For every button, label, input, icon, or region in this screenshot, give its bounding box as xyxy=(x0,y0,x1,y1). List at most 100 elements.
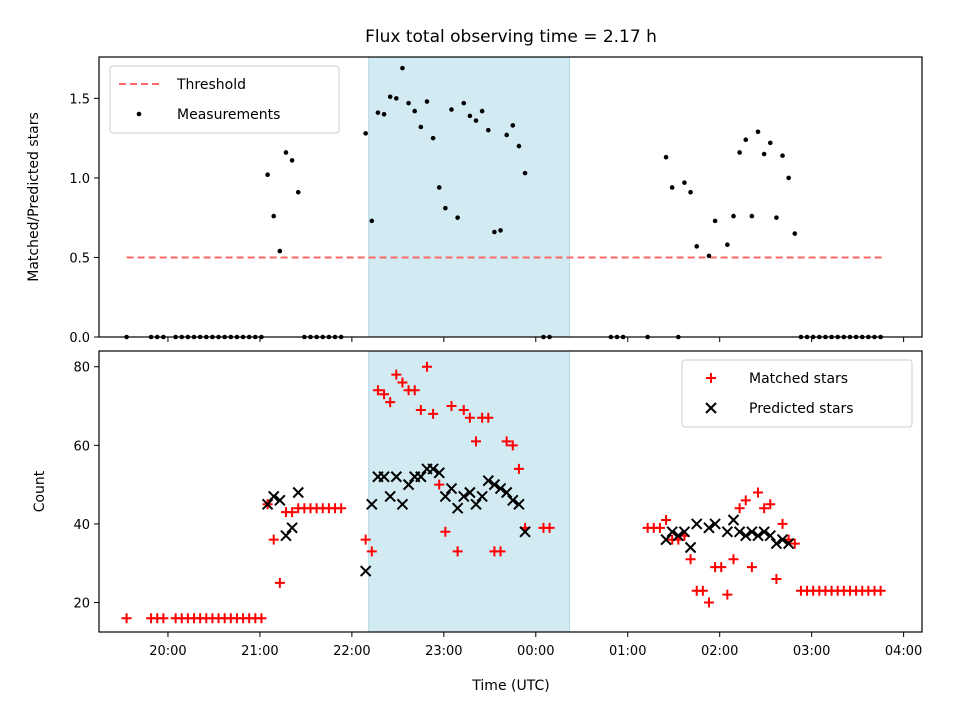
predicted-star-point xyxy=(770,537,783,550)
measurement-point xyxy=(682,180,687,185)
matched-star-point xyxy=(501,436,512,447)
predicted-star-point xyxy=(764,530,776,542)
matched-star-point xyxy=(875,585,886,596)
measurement-point xyxy=(712,218,718,224)
matched-star-point xyxy=(458,404,469,415)
predicted-star-point xyxy=(470,498,482,510)
matched-star-point xyxy=(452,546,463,557)
measurement-point xyxy=(369,218,375,224)
measurement-point xyxy=(455,215,460,220)
matched-star-point xyxy=(372,385,383,396)
measurement-point xyxy=(394,96,399,101)
predicted-star-point xyxy=(660,533,672,546)
measurement-point xyxy=(755,129,761,135)
matched-star-point xyxy=(287,507,298,518)
matched-star-point xyxy=(397,377,408,388)
measurement-point xyxy=(767,140,773,146)
measurement-point xyxy=(265,172,270,178)
matched-star-point xyxy=(716,562,727,573)
observing-window-span xyxy=(368,56,571,338)
measurement-point xyxy=(443,205,448,211)
matched-star-point xyxy=(446,401,457,412)
matched-star-point xyxy=(471,436,482,447)
measurement-point xyxy=(381,111,387,117)
matched-star-point xyxy=(722,589,733,600)
predicted-star-point xyxy=(427,463,439,475)
matched-star-point xyxy=(158,613,169,624)
matched-star-point xyxy=(360,534,371,545)
y-tick-label: 0.5 xyxy=(69,251,90,266)
matched-star-point xyxy=(440,526,451,537)
predicted-star-point xyxy=(513,498,525,510)
predicted-star-point xyxy=(746,526,758,538)
predicted-star-point xyxy=(672,530,685,542)
measurement-point xyxy=(467,113,473,119)
chart-title: Flux total observing time = 2.17 h xyxy=(365,27,657,47)
matched-star-point xyxy=(379,389,390,400)
predicted-star-point xyxy=(366,498,378,510)
measurement-point xyxy=(516,143,522,149)
predicted-star-point xyxy=(268,490,280,503)
legend-entry: Threshold xyxy=(176,77,246,93)
y-tick-label: 0.0 xyxy=(69,331,90,346)
measurement-point xyxy=(492,229,497,235)
predicted-star-point xyxy=(703,522,715,534)
matched-star-point xyxy=(777,518,788,529)
measurement-point xyxy=(786,175,791,181)
predicted-star-point xyxy=(500,486,513,499)
x-tick-label: 20:00 xyxy=(149,644,186,659)
predicted-star-point xyxy=(494,482,507,495)
measurement-point xyxy=(792,231,798,236)
y-tick-label: 1.5 xyxy=(69,92,90,107)
matched-star-point xyxy=(765,499,776,510)
matched-star-point xyxy=(544,522,555,533)
predicted-star-point xyxy=(359,565,372,577)
measurement-point xyxy=(271,213,277,219)
measurement-point xyxy=(749,213,755,219)
predicted-star-point xyxy=(445,482,458,495)
y-tick-label: 40 xyxy=(73,518,90,533)
measurement-point xyxy=(725,242,730,248)
x-tick-label: 04:00 xyxy=(885,644,922,659)
measurement-point xyxy=(289,158,295,163)
measurement-point xyxy=(498,228,503,233)
matched-star-point xyxy=(685,554,696,565)
legend-entry: Matched stars xyxy=(749,371,848,387)
matched-star-point xyxy=(121,613,132,624)
measurement-point xyxy=(387,94,393,100)
matched-star-point xyxy=(697,585,708,596)
matched-star-point xyxy=(366,546,377,557)
matched-star-point xyxy=(483,412,494,423)
matched-star-point xyxy=(734,503,745,514)
matched-star-point xyxy=(268,534,279,545)
measurement-point xyxy=(277,248,283,254)
predicted-star-point xyxy=(691,518,703,530)
measurement-point xyxy=(743,137,749,143)
predicted-star-point xyxy=(261,498,274,510)
matched-star-point xyxy=(428,408,439,419)
x-tick-label: 02:00 xyxy=(701,644,738,659)
x-tick-label: 23:00 xyxy=(425,644,462,659)
predicted-star-point xyxy=(415,471,427,483)
predicted-star-point xyxy=(678,526,691,538)
measurement-point xyxy=(363,131,368,136)
predicted-star-point xyxy=(519,526,531,538)
matched-star-point xyxy=(409,385,420,396)
measurement-point xyxy=(461,100,467,106)
predicted-star-point xyxy=(280,530,292,542)
measurement-point xyxy=(774,215,779,220)
predicted-star-point xyxy=(684,541,697,554)
matched-star-point xyxy=(336,503,347,514)
measurement-point xyxy=(761,151,767,157)
predicted-star-point xyxy=(709,518,721,530)
plot-frame xyxy=(98,56,923,338)
predicted-star-point xyxy=(488,478,501,491)
measurement-point xyxy=(473,118,479,123)
measurement-point xyxy=(780,153,785,158)
measurement-point xyxy=(295,189,301,195)
y-axis-label: Matched/Predicted stars xyxy=(26,112,42,282)
matched-star-point xyxy=(507,440,518,451)
y-tick-label: 1.0 xyxy=(69,172,90,187)
measurement-point xyxy=(375,110,381,115)
